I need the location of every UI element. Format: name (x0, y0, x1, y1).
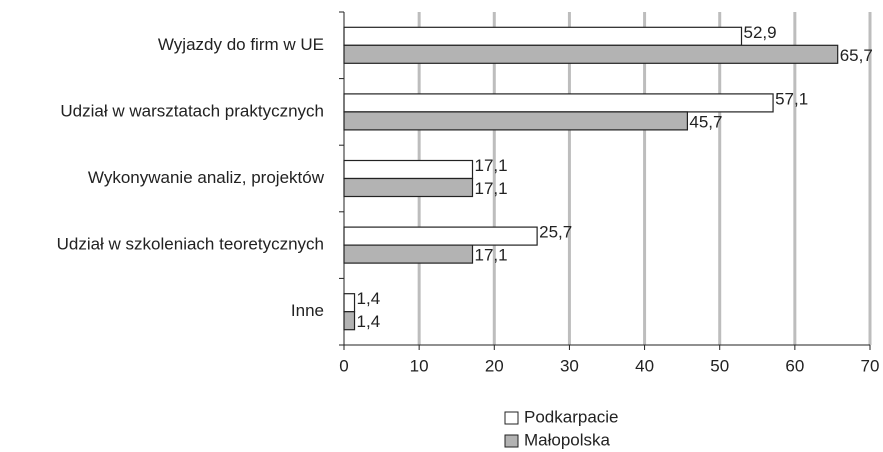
bar (343, 93, 774, 113)
y-tick-label: Wyjazdy do firm w UE (158, 35, 324, 54)
bar (343, 226, 538, 246)
data-label: 57,1 (775, 89, 808, 108)
data-label: 17,1 (474, 179, 507, 198)
legend-label: Podkarpacie (524, 407, 619, 426)
x-tick-label: 30 (560, 356, 579, 375)
legend-swatch (504, 434, 519, 448)
bar (343, 244, 474, 264)
x-tick-label: 0 (339, 356, 348, 375)
bar (343, 311, 356, 331)
x-tick-label: 50 (710, 356, 729, 375)
x-tick-label: 10 (410, 356, 429, 375)
bar (343, 26, 743, 46)
legend-label: Małopolska (524, 430, 611, 449)
data-label: 45,7 (689, 112, 722, 131)
data-label: 65,7 (840, 46, 873, 65)
data-label: 52,9 (744, 23, 777, 42)
x-tick-label: 70 (861, 356, 880, 375)
x-tick-label: 60 (785, 356, 804, 375)
bar (343, 177, 474, 198)
data-label: 1,4 (357, 289, 381, 308)
legend-swatch (504, 411, 519, 425)
data-label: 25,7 (539, 223, 572, 242)
bar (343, 159, 474, 180)
y-tick-label: Wykonywanie analiz, projektów (88, 168, 325, 187)
bar (343, 293, 356, 313)
y-tick-label: Udział w warsztatach praktycznych (60, 101, 324, 120)
y-tick-label: Inne (291, 301, 324, 320)
data-label: 17,1 (474, 246, 507, 265)
data-label: 17,1 (474, 156, 507, 175)
x-tick-label: 20 (485, 356, 504, 375)
data-label: 1,4 (357, 312, 381, 331)
x-tick-label: 40 (635, 356, 654, 375)
bar (343, 44, 839, 64)
y-tick-label: Udział w szkoleniach teoretycznych (57, 235, 324, 254)
bar (343, 111, 689, 131)
